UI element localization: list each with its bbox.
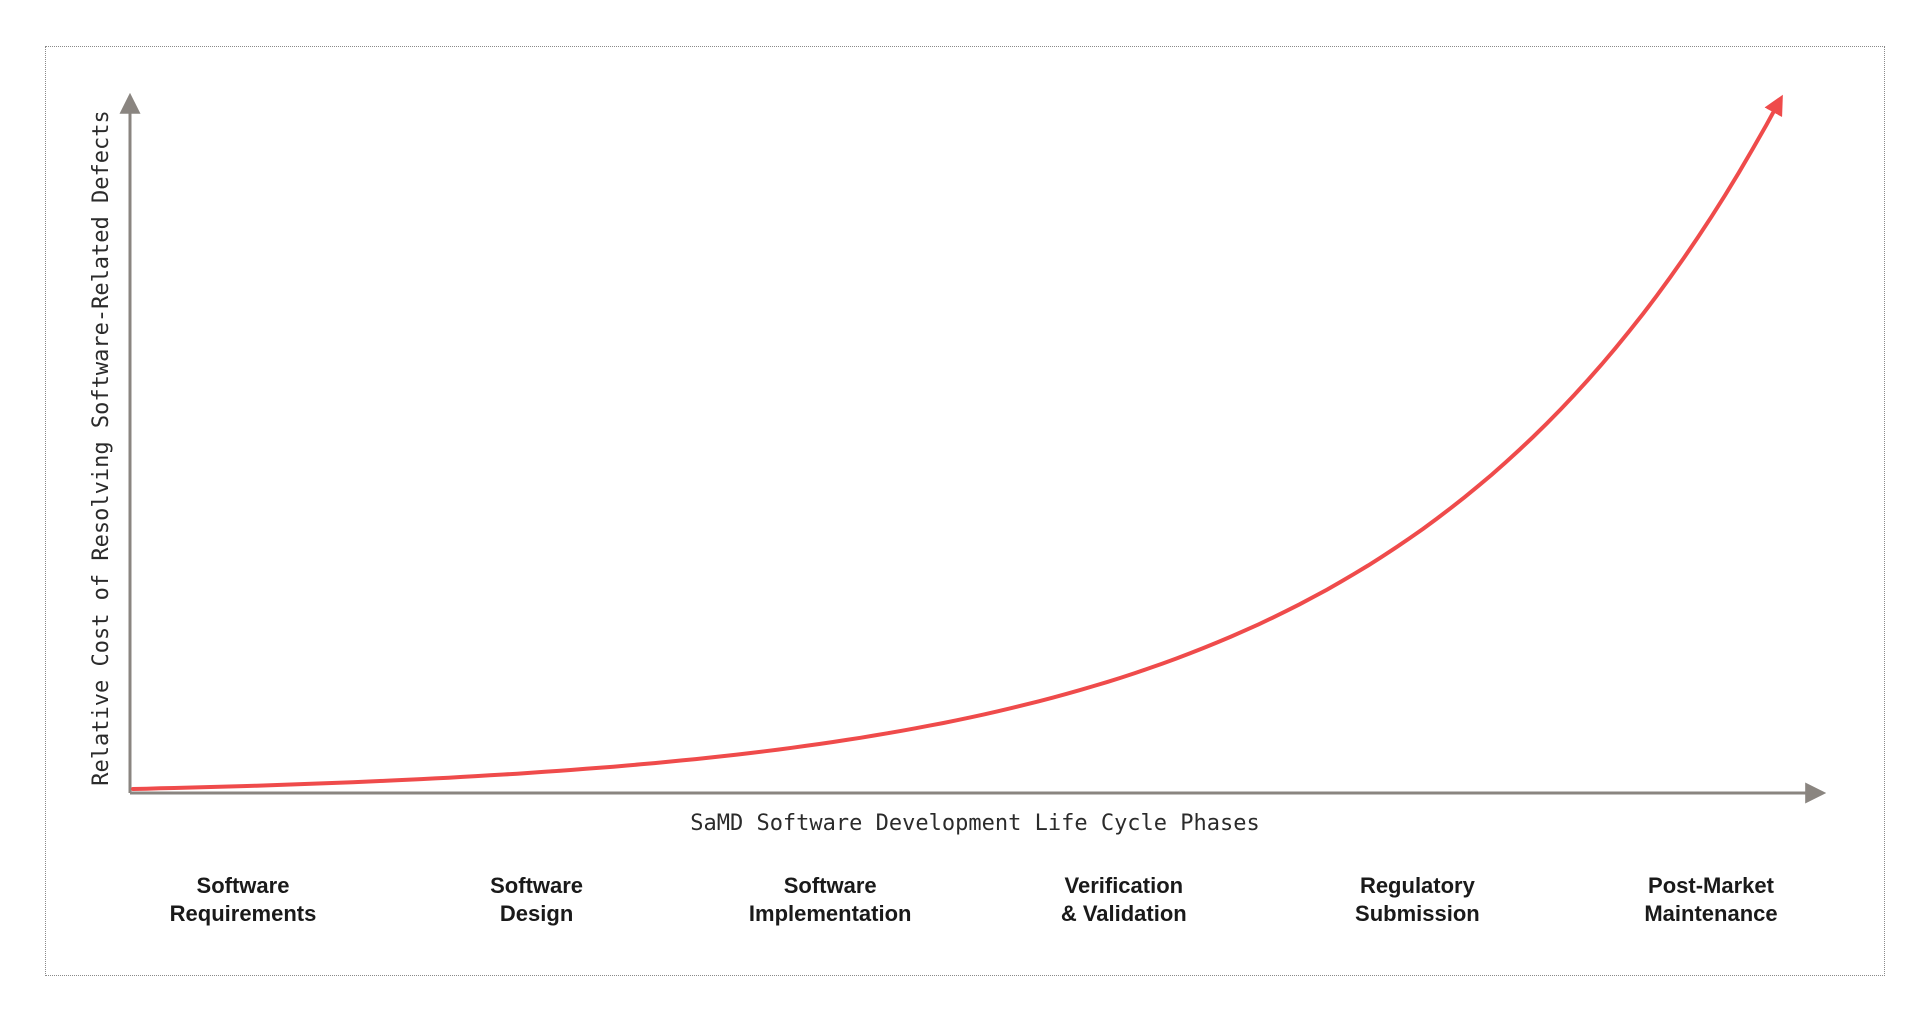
- x-tick-label-line: Regulatory: [1360, 873, 1476, 898]
- x-tick-label-line: Submission: [1355, 901, 1480, 926]
- x-tick-label-line: Maintenance: [1644, 901, 1777, 926]
- x-axis-title: SaMD Software Development Life Cycle Pha…: [690, 811, 1260, 836]
- x-tick-label: Verification & Validation: [1061, 873, 1187, 926]
- x-tick-label: Software Implementation: [749, 873, 912, 926]
- x-tick-label-line: & Validation: [1061, 901, 1187, 926]
- x-tick-label-line: Implementation: [749, 901, 912, 926]
- x-tick-label-line: Verification: [1065, 873, 1184, 898]
- y-axis-title: Relative Cost of Resolving Software-Rela…: [89, 110, 114, 786]
- x-tick-label-line: Design: [500, 901, 573, 926]
- x-tick-label-line: Software: [490, 873, 583, 898]
- x-tick-label: Regulatory Submission: [1355, 873, 1480, 926]
- chart-frame: [45, 46, 1885, 976]
- x-tick-label-line: Software: [197, 873, 290, 898]
- cost-curve-line: [131, 94, 1783, 791]
- x-tick-label: Software Design: [490, 873, 583, 926]
- x-tick-label: Post-Market Maintenance: [1644, 873, 1777, 926]
- x-tick-label-line: Requirements: [170, 901, 317, 926]
- x-tick-label-line: Post-Market: [1648, 873, 1775, 898]
- x-tick-label-line: Software: [784, 873, 877, 898]
- x-tick-label: Software Requirements: [170, 873, 317, 926]
